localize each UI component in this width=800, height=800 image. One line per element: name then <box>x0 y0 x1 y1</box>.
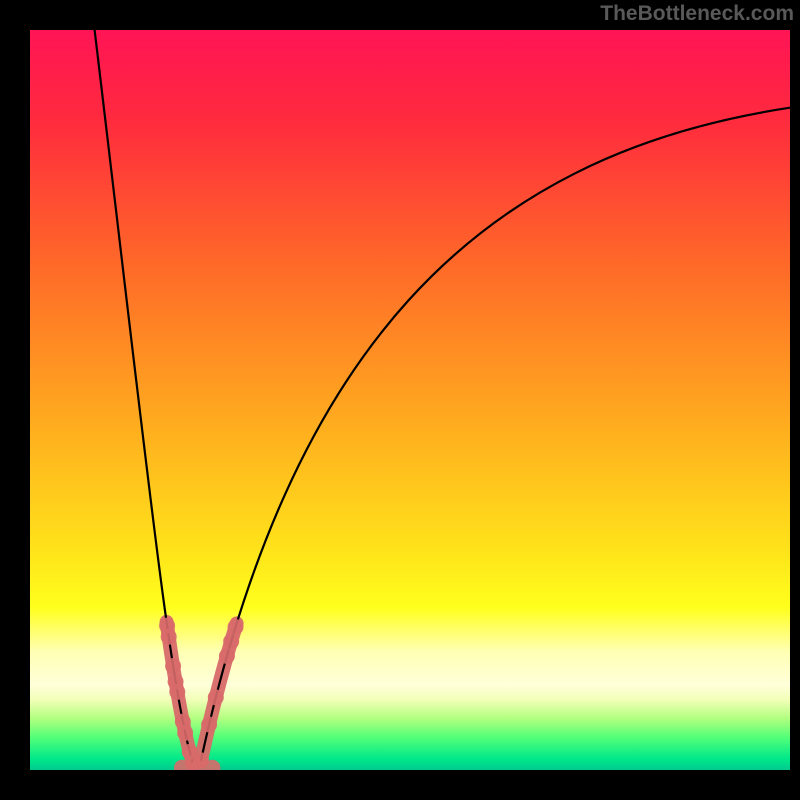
chart-root: TheBottleneck.com <box>0 0 800 800</box>
data-marker <box>169 684 185 700</box>
data-marker <box>161 629 177 645</box>
data-marker <box>228 619 244 635</box>
data-marker <box>193 752 209 768</box>
bottleneck-chart <box>0 0 800 800</box>
data-marker <box>177 725 193 741</box>
data-marker <box>208 689 224 705</box>
data-marker <box>201 717 217 733</box>
data-marker <box>223 633 239 649</box>
chart-gradient-bg <box>30 30 790 770</box>
data-marker <box>165 658 181 674</box>
data-marker <box>219 648 235 664</box>
